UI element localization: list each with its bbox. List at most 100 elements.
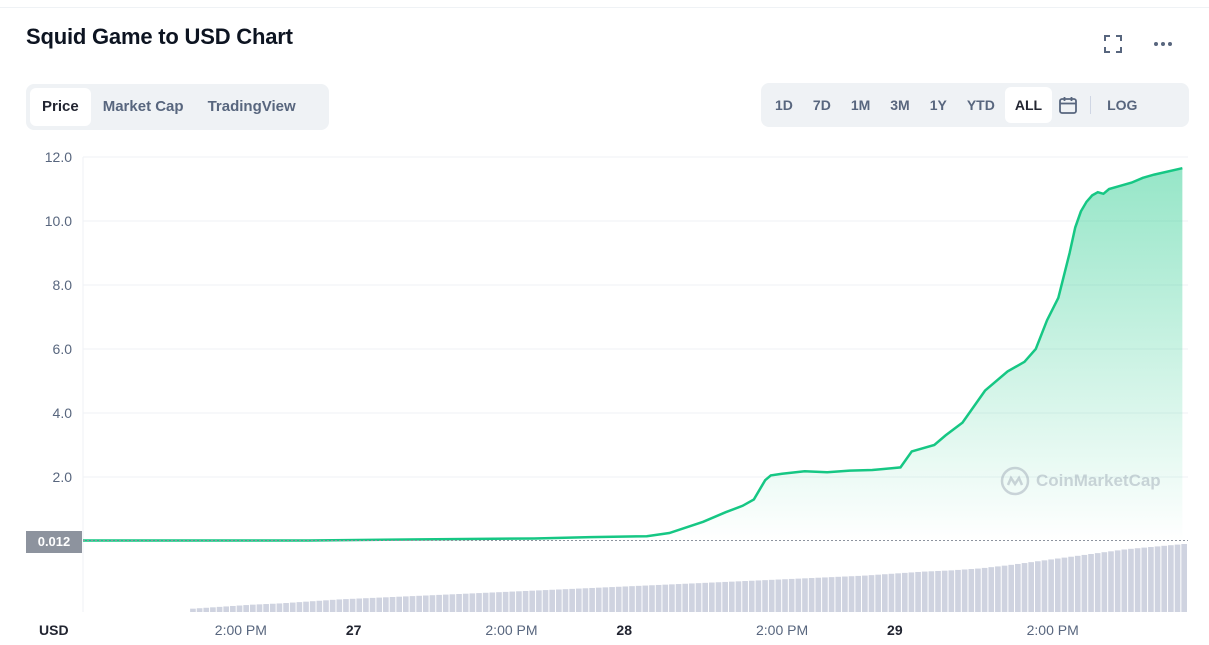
y-tick-label: 12.0 — [45, 149, 72, 165]
volume-bar — [336, 599, 343, 612]
coinmarketcap-watermark: CoinMarketCap — [1000, 466, 1161, 496]
range-1y[interactable]: 1Y — [929, 97, 947, 113]
x-tick-label: 2:00 PM — [215, 622, 267, 638]
volume-bar — [542, 590, 549, 612]
volume-bar — [582, 588, 589, 612]
volume-bar — [709, 582, 715, 612]
volume-bar — [1028, 562, 1034, 612]
volume-bar — [356, 598, 363, 612]
volume-bar — [935, 570, 941, 612]
range-ytd[interactable]: YTD — [966, 97, 995, 113]
volume-bar — [908, 572, 915, 612]
volume-bar — [1128, 548, 1134, 612]
tab-tradingview[interactable]: TradingView — [207, 98, 296, 115]
volume-bar — [755, 580, 762, 612]
volume-bar — [249, 604, 256, 612]
currency-label: USD — [39, 622, 69, 638]
volume-bar — [782, 579, 788, 612]
volume-bar — [682, 583, 689, 612]
volume-bar — [509, 591, 516, 612]
volume-bar — [735, 581, 742, 612]
range-7d[interactable]: 7D — [812, 97, 831, 113]
volume-bar — [1001, 565, 1008, 612]
tab-market-cap[interactable]: Market Cap — [102, 98, 184, 115]
volume-bar — [689, 583, 695, 612]
volume-bar — [436, 594, 442, 612]
tab-price[interactable]: Price — [30, 88, 91, 126]
range-1d[interactable]: 1D — [775, 97, 793, 113]
fullscreen-icon[interactable] — [1099, 30, 1127, 58]
volume-bar — [1161, 545, 1168, 612]
calendar-icon[interactable] — [1052, 87, 1084, 123]
volume-bar — [881, 574, 888, 612]
volume-bar — [609, 587, 615, 612]
volume-bar — [1041, 560, 1048, 612]
volume-bar — [808, 578, 815, 612]
more-horizontal-icon[interactable] — [1149, 30, 1177, 58]
volume-bar — [662, 584, 669, 612]
volume-bar — [888, 573, 895, 612]
volume-bar — [728, 581, 735, 612]
volume-bar — [1101, 552, 1108, 612]
volume-bar — [875, 574, 881, 612]
range-all[interactable]: ALL — [1004, 87, 1053, 123]
volume-bar — [1094, 553, 1101, 612]
volume-bar — [895, 573, 901, 612]
range-3m[interactable]: 3M — [890, 97, 910, 113]
volume-bar — [675, 584, 682, 612]
volume-bar — [615, 586, 622, 612]
volume-bar — [569, 588, 575, 612]
volume-bar — [928, 571, 935, 612]
volume-bar — [283, 603, 289, 612]
range-1m[interactable]: 1M — [850, 97, 871, 113]
volume-bar — [389, 597, 396, 612]
x-tick-label: 29 — [887, 622, 903, 638]
y-tick-label: 2.0 — [53, 469, 73, 485]
volume-bar — [768, 579, 775, 612]
volume-bar — [263, 604, 269, 612]
y-tick-label: 4.0 — [53, 405, 73, 421]
range-separator — [1090, 96, 1092, 114]
price-line — [83, 166, 1183, 542]
volume-bar — [316, 600, 323, 612]
volume-bar — [482, 592, 489, 612]
top-divider — [0, 7, 1209, 8]
volume-bar — [376, 597, 383, 612]
volume-bar — [822, 577, 828, 612]
volume-bar — [402, 596, 409, 612]
volume-bar — [921, 571, 928, 612]
volume-bar — [529, 590, 536, 612]
volume-bar — [409, 596, 416, 612]
volume-bar — [549, 589, 556, 612]
volume-bar — [562, 589, 569, 612]
volume-bar — [1114, 550, 1121, 612]
volume-bar — [988, 567, 995, 612]
volume-bar — [1108, 551, 1114, 612]
volume-bar — [802, 578, 808, 612]
x-tick-label: 2:00 PM — [756, 622, 808, 638]
volume-bar — [655, 584, 662, 612]
volume-bar — [702, 582, 709, 612]
volume-bar — [1068, 556, 1074, 612]
volume-bar — [429, 595, 436, 612]
volume-bar — [1015, 563, 1021, 612]
volume-bar — [516, 591, 522, 612]
log-scale-toggle[interactable]: LOG — [1107, 97, 1138, 113]
volume-bar — [216, 606, 223, 612]
volume-bar — [502, 591, 509, 612]
volume-bar — [303, 601, 309, 612]
volume-bar — [363, 598, 369, 612]
volume-bar — [1088, 554, 1094, 612]
volume-bar — [742, 581, 748, 612]
volume-bar — [948, 570, 955, 612]
volume-bar — [329, 599, 336, 612]
volume-bar — [1181, 544, 1187, 612]
volume-bar — [1061, 557, 1068, 612]
volume-bar — [635, 585, 642, 612]
x-tick-label: 28 — [616, 622, 632, 638]
volume-bar — [343, 599, 349, 612]
volume-bar — [1008, 564, 1015, 612]
volume-bar — [210, 607, 216, 612]
volume-bar — [456, 593, 462, 612]
volume-bar — [442, 594, 449, 612]
